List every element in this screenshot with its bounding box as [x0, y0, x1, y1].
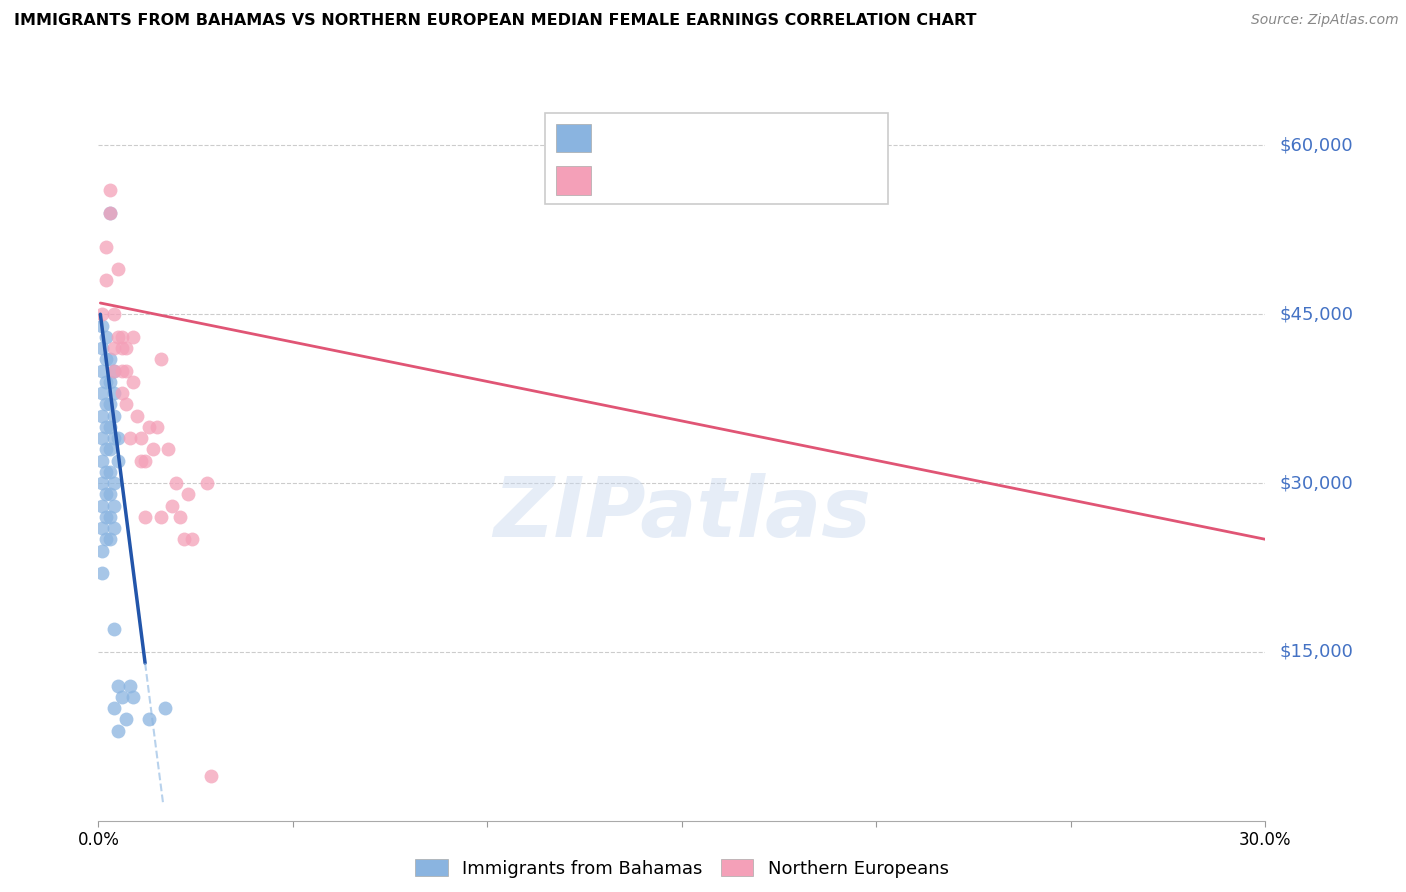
Text: ZIPatlas: ZIPatlas — [494, 473, 870, 554]
Point — [91, 521, 114, 535]
Point — [91, 566, 114, 580]
Point — [103, 623, 125, 637]
Point — [122, 690, 145, 704]
Point — [98, 509, 121, 524]
Point — [146, 419, 169, 434]
Point — [107, 262, 129, 277]
Point — [111, 386, 134, 401]
Point — [111, 363, 134, 377]
Point — [111, 690, 134, 704]
Point — [177, 487, 200, 501]
Point — [96, 352, 118, 367]
Point — [98, 184, 121, 198]
Point — [129, 453, 152, 467]
Point — [91, 476, 114, 491]
Point — [107, 679, 129, 693]
Point — [134, 453, 156, 467]
Point — [103, 476, 125, 491]
Point — [103, 363, 125, 377]
Point — [114, 712, 136, 726]
Point — [91, 431, 114, 445]
Point — [111, 341, 134, 355]
Point — [169, 509, 191, 524]
Point — [180, 533, 202, 547]
Point — [162, 499, 184, 513]
Point — [129, 431, 152, 445]
Point — [96, 419, 118, 434]
Point — [91, 341, 114, 355]
Point — [96, 273, 118, 287]
Point — [96, 375, 118, 389]
Text: Source: ZipAtlas.com: Source: ZipAtlas.com — [1251, 13, 1399, 28]
Point — [91, 499, 114, 513]
Point — [96, 487, 118, 501]
Point — [138, 419, 160, 434]
Point — [91, 409, 114, 423]
Point — [153, 701, 176, 715]
Point — [103, 409, 125, 423]
Point — [103, 341, 125, 355]
Point — [173, 533, 195, 547]
Point — [98, 352, 121, 367]
Point — [118, 431, 141, 445]
Point — [103, 307, 125, 321]
Point — [98, 487, 121, 501]
Point — [103, 363, 125, 377]
Point — [98, 206, 121, 220]
Point — [96, 240, 118, 254]
Legend: Immigrants from Bahamas, Northern Europeans: Immigrants from Bahamas, Northern Europe… — [408, 852, 956, 885]
Point — [96, 509, 118, 524]
Point — [91, 363, 114, 377]
Point — [91, 453, 114, 467]
Point — [96, 533, 118, 547]
Point — [91, 386, 114, 401]
Point — [114, 397, 136, 411]
Point — [96, 330, 118, 344]
Point — [111, 330, 134, 344]
Text: $30,000: $30,000 — [1279, 474, 1353, 492]
Point — [107, 723, 129, 738]
Point — [165, 476, 187, 491]
Point — [114, 363, 136, 377]
Point — [134, 509, 156, 524]
Point — [98, 533, 121, 547]
Point — [98, 397, 121, 411]
Point — [91, 307, 114, 321]
Point — [138, 712, 160, 726]
Point — [157, 442, 180, 457]
Point — [103, 499, 125, 513]
Point — [96, 397, 118, 411]
Point — [98, 419, 121, 434]
Point — [195, 476, 218, 491]
Text: IMMIGRANTS FROM BAHAMAS VS NORTHERN EUROPEAN MEDIAN FEMALE EARNINGS CORRELATION : IMMIGRANTS FROM BAHAMAS VS NORTHERN EURO… — [14, 13, 977, 29]
Point — [142, 442, 165, 457]
Text: $60,000: $60,000 — [1279, 136, 1353, 154]
Point — [96, 442, 118, 457]
Text: $15,000: $15,000 — [1279, 643, 1354, 661]
Point — [96, 465, 118, 479]
Point — [107, 431, 129, 445]
Point — [98, 206, 121, 220]
Point — [122, 330, 145, 344]
Point — [118, 679, 141, 693]
Point — [98, 465, 121, 479]
Point — [127, 409, 149, 423]
Point — [114, 341, 136, 355]
Point — [103, 431, 125, 445]
Point — [107, 453, 129, 467]
Point — [91, 543, 114, 558]
Point — [103, 701, 125, 715]
Point — [98, 442, 121, 457]
Point — [107, 330, 129, 344]
Point — [149, 352, 172, 367]
Point — [149, 509, 172, 524]
Point — [103, 521, 125, 535]
Point — [122, 375, 145, 389]
Point — [91, 318, 114, 333]
Point — [98, 375, 121, 389]
Text: $45,000: $45,000 — [1279, 305, 1354, 323]
Point — [200, 769, 222, 783]
Point — [103, 386, 125, 401]
